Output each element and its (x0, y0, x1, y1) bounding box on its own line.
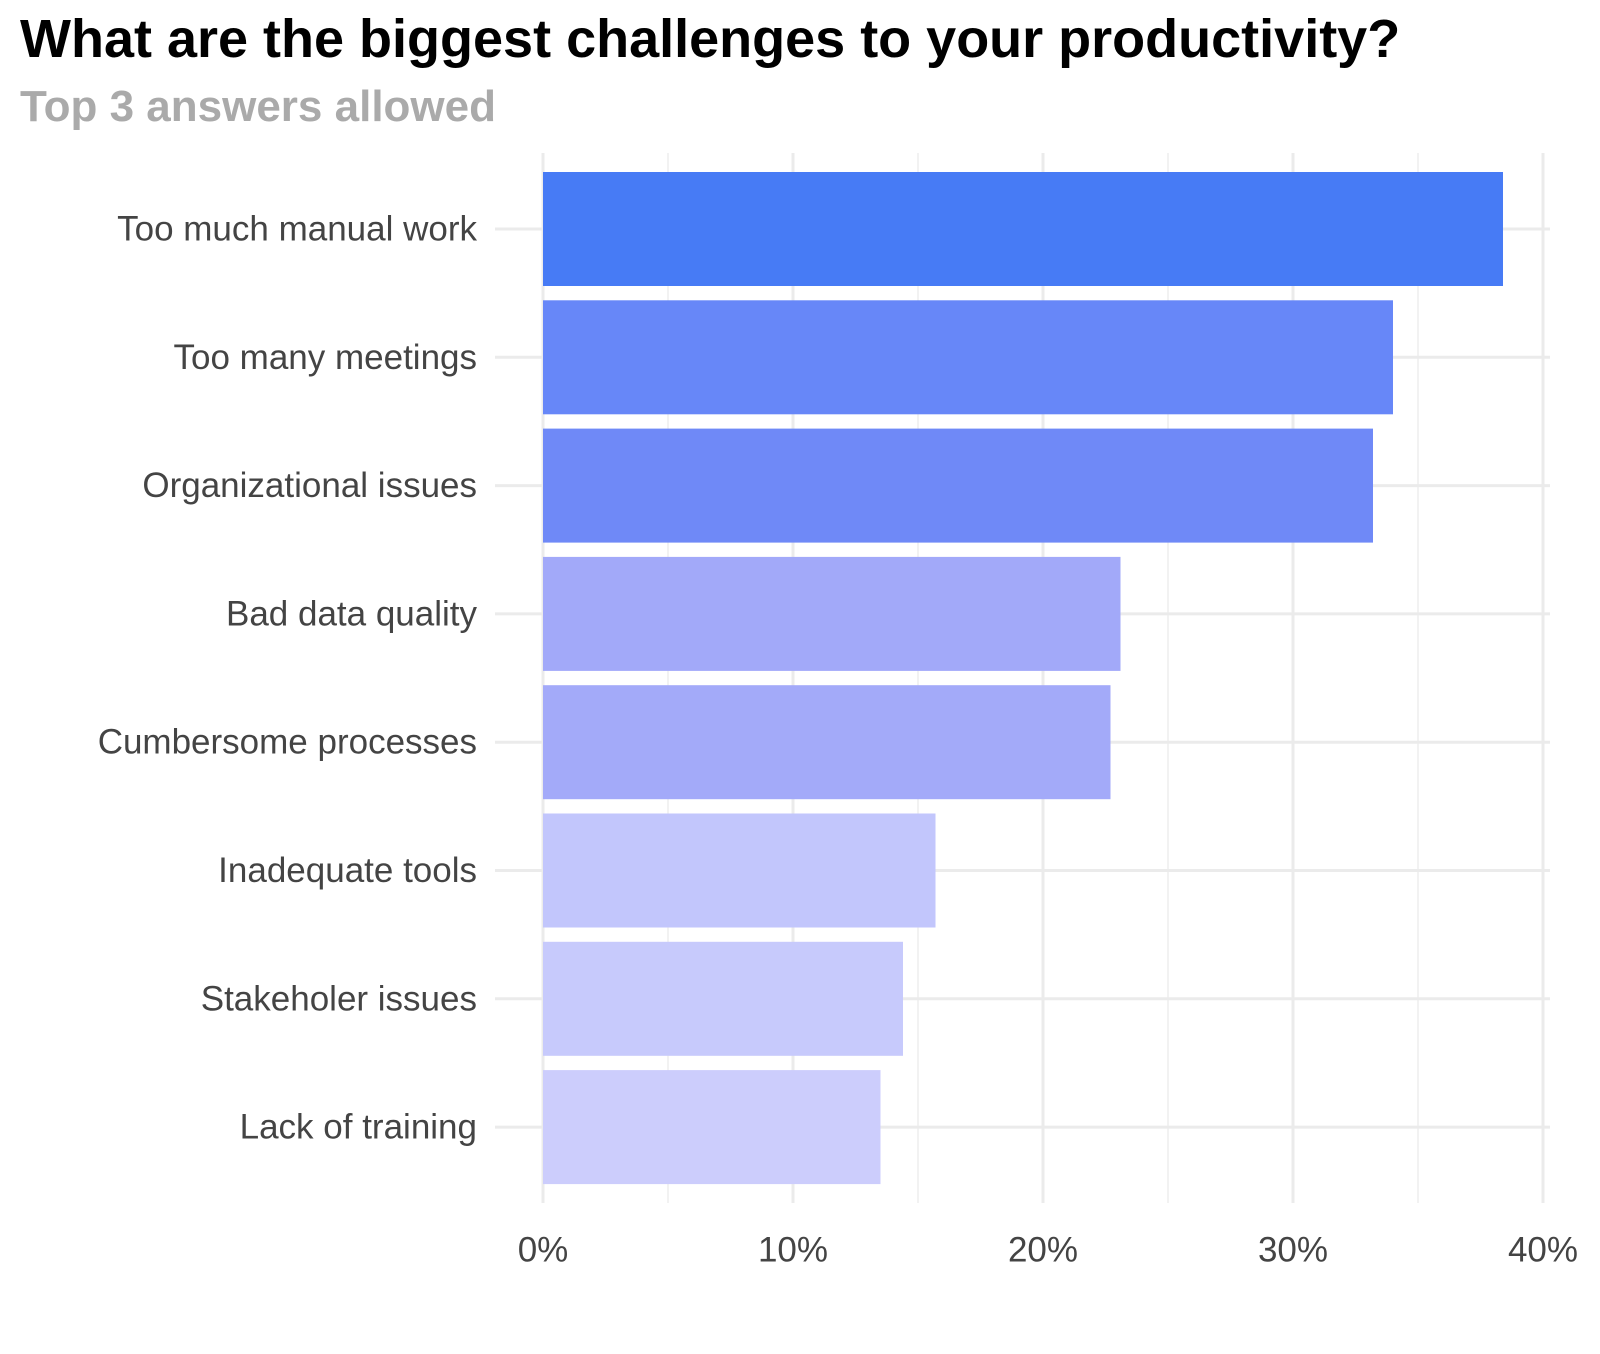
category-label: Cumbersome processes (98, 723, 477, 762)
chart-title: What are the biggest challenges to your … (20, 9, 1401, 69)
chart-subtitle: Top 3 answers allowed (20, 82, 496, 131)
category-label: Organizational issues (142, 466, 477, 505)
category-label: Stakeholer issues (201, 979, 477, 1018)
category-label: Bad data quality (226, 594, 478, 633)
x-tick-label: 20% (1008, 1231, 1078, 1270)
bar (543, 300, 1393, 415)
category-label-layer: Too much manual work Too many meetings Org… (98, 210, 478, 1147)
x-tick-label: 10% (758, 1231, 828, 1270)
bar (543, 172, 1503, 286)
x-tick-label: 40% (1508, 1231, 1578, 1270)
category-label: Lack of training (240, 1108, 477, 1147)
bar (543, 685, 1111, 800)
x-tick-label: 0% (518, 1231, 569, 1270)
bar (543, 428, 1373, 543)
bar (543, 813, 936, 928)
category-label: Too many meetings (174, 338, 477, 377)
bar-layer (543, 172, 1503, 1185)
x-tick-label: 30% (1258, 1231, 1328, 1270)
bar (543, 941, 903, 1056)
x-tick-layer: 0% 10% 20% 30% 40% (518, 1231, 1578, 1270)
category-label: Too much manual work (117, 210, 477, 249)
bar (543, 1070, 881, 1185)
bar (543, 556, 1121, 671)
category-label: Inadequate tools (218, 851, 477, 890)
